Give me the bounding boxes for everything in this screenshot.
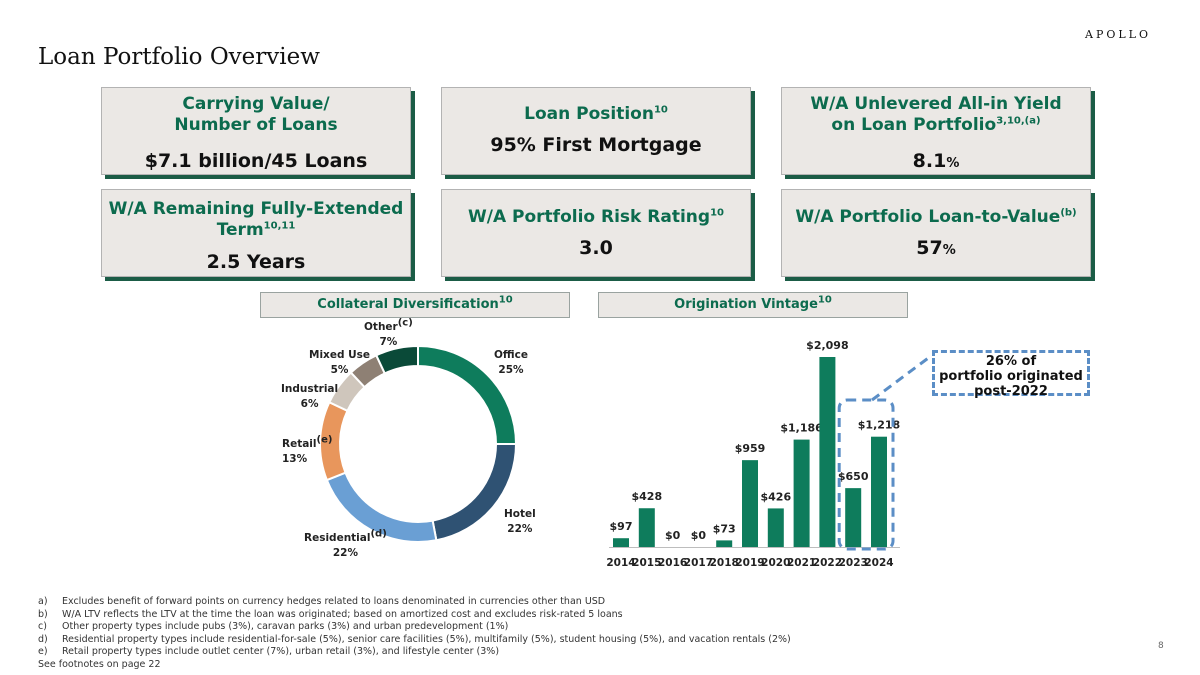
bar-label-2023: $650: [838, 470, 869, 483]
card-ltv: W/A Portfolio Loan-to-Value(b) 57%: [781, 189, 1091, 277]
x-tick-2020: 2020: [761, 557, 790, 569]
x-tick-2018: 2018: [710, 557, 739, 569]
page-number: 8: [1158, 641, 1164, 651]
x-tick-2023: 2023: [839, 557, 868, 569]
x-tick-2021: 2021: [787, 557, 816, 569]
card-value: 3.0: [579, 237, 613, 259]
bar-label-2019: $959: [735, 442, 766, 455]
card-title: Loan Position10: [524, 104, 668, 124]
card-loan-position: Loan Position10 95% First Mortgage: [441, 87, 751, 175]
footnote-d: d) Residential property types include res…: [38, 633, 791, 645]
collateral-section-title: Collateral Diversification10: [260, 292, 570, 318]
bar-2018: [716, 540, 733, 547]
pie-label-other: Other(c) 7%: [364, 317, 413, 348]
bar-2014: [613, 538, 629, 547]
footnote-a: a) Excludes benefit of forward points on …: [38, 596, 606, 607]
bar-2019: [742, 460, 758, 547]
card-title: Carrying Value/Number of Loans: [174, 94, 338, 135]
x-tick-2022: 2022: [813, 557, 842, 569]
bar-2021: [793, 439, 810, 547]
bar-2022: [819, 357, 836, 547]
bar-2024: [871, 436, 887, 547]
vintage-section-title: Origination Vintage10: [598, 292, 908, 318]
card-carrying-value: Carrying Value/Number of Loans $7.1 bill…: [101, 87, 411, 175]
card-title: W/A Portfolio Loan-to-Value(b): [795, 207, 1077, 227]
pie-label-residential: Residential(d) 22%: [304, 528, 387, 559]
pie-label-mixed-use: Mixed Use 5%: [309, 349, 371, 376]
bar-label-2016: $0: [665, 529, 681, 542]
bar-label-2018: $73: [713, 522, 736, 535]
footnotes: a) Excludes benefit of forward points on …: [38, 596, 791, 672]
bar-label-2024: $1,218: [858, 419, 900, 432]
card-yield: W/A Unlevered All-in Yield on Loan Portfo…: [781, 87, 1091, 175]
pie-label-hotel: Hotel 22%: [504, 508, 536, 535]
card-title: W/A Unlevered All-in Yield on Loan Portfo…: [810, 94, 1062, 135]
x-tick-2024: 2024: [864, 557, 893, 569]
footnote-e: e) Retail property types include outlet c…: [38, 646, 500, 658]
bar-label-2022: $2,098: [806, 339, 848, 352]
bar-2015: [638, 508, 655, 547]
card-value: 2.5 Years: [206, 251, 306, 273]
pie-label-industrial: Industrial 6%: [281, 383, 339, 410]
page-title: Loan Portfolio Overview: [38, 44, 320, 70]
bar-label-2020: $426: [760, 490, 791, 503]
pie-label-retail: Retail(e) 13%: [282, 434, 333, 465]
footnote-b: b) W/A LTV reflects the LTV at the time t…: [38, 608, 623, 620]
bar-label-2017: $0: [691, 529, 707, 542]
card-remaining-term: W/A Remaining Fully-Extended Term10,11 2.…: [101, 189, 411, 277]
card-value: $7.1 billion/45 Loans: [144, 150, 368, 172]
card-value: 57%: [916, 237, 956, 259]
card-title: W/A Remaining Fully-Extended Term10,11: [108, 199, 404, 240]
bar-label-2015: $428: [631, 490, 662, 503]
apollo-logo: APOLLO: [1085, 28, 1151, 41]
post-2022-callout: 26% of portfolio originated post-2022: [932, 350, 1090, 399]
pie-label-office: Office 25%: [494, 349, 528, 376]
x-tick-2015: 2015: [632, 557, 661, 569]
donut-slice-other: [374, 344, 419, 375]
card-title: W/A Portfolio Risk Rating10: [468, 207, 724, 227]
x-tick-2016: 2016: [658, 557, 687, 569]
x-tick-2014: 2014: [606, 557, 635, 569]
highlight-2023-2024: [837, 398, 895, 551]
x-tick-2017: 2017: [684, 557, 713, 569]
card-risk-rating: W/A Portfolio Risk Rating10 3.0: [441, 189, 751, 277]
card-value: 95% First Mortgage: [490, 134, 702, 156]
bar-label-2014: $97: [610, 520, 633, 533]
footnote-c: c) Other property types include pubs (3%)…: [38, 621, 509, 633]
bar-label-2021: $1,186: [780, 422, 823, 435]
card-value: 8.1%: [912, 150, 960, 172]
see-footnotes-note: See footnotes on page 22: [38, 658, 161, 670]
callout-connector: [871, 354, 932, 402]
bar-2020: [767, 508, 784, 547]
bar-2023: [845, 488, 862, 547]
x-tick-2019: 2019: [735, 557, 764, 569]
